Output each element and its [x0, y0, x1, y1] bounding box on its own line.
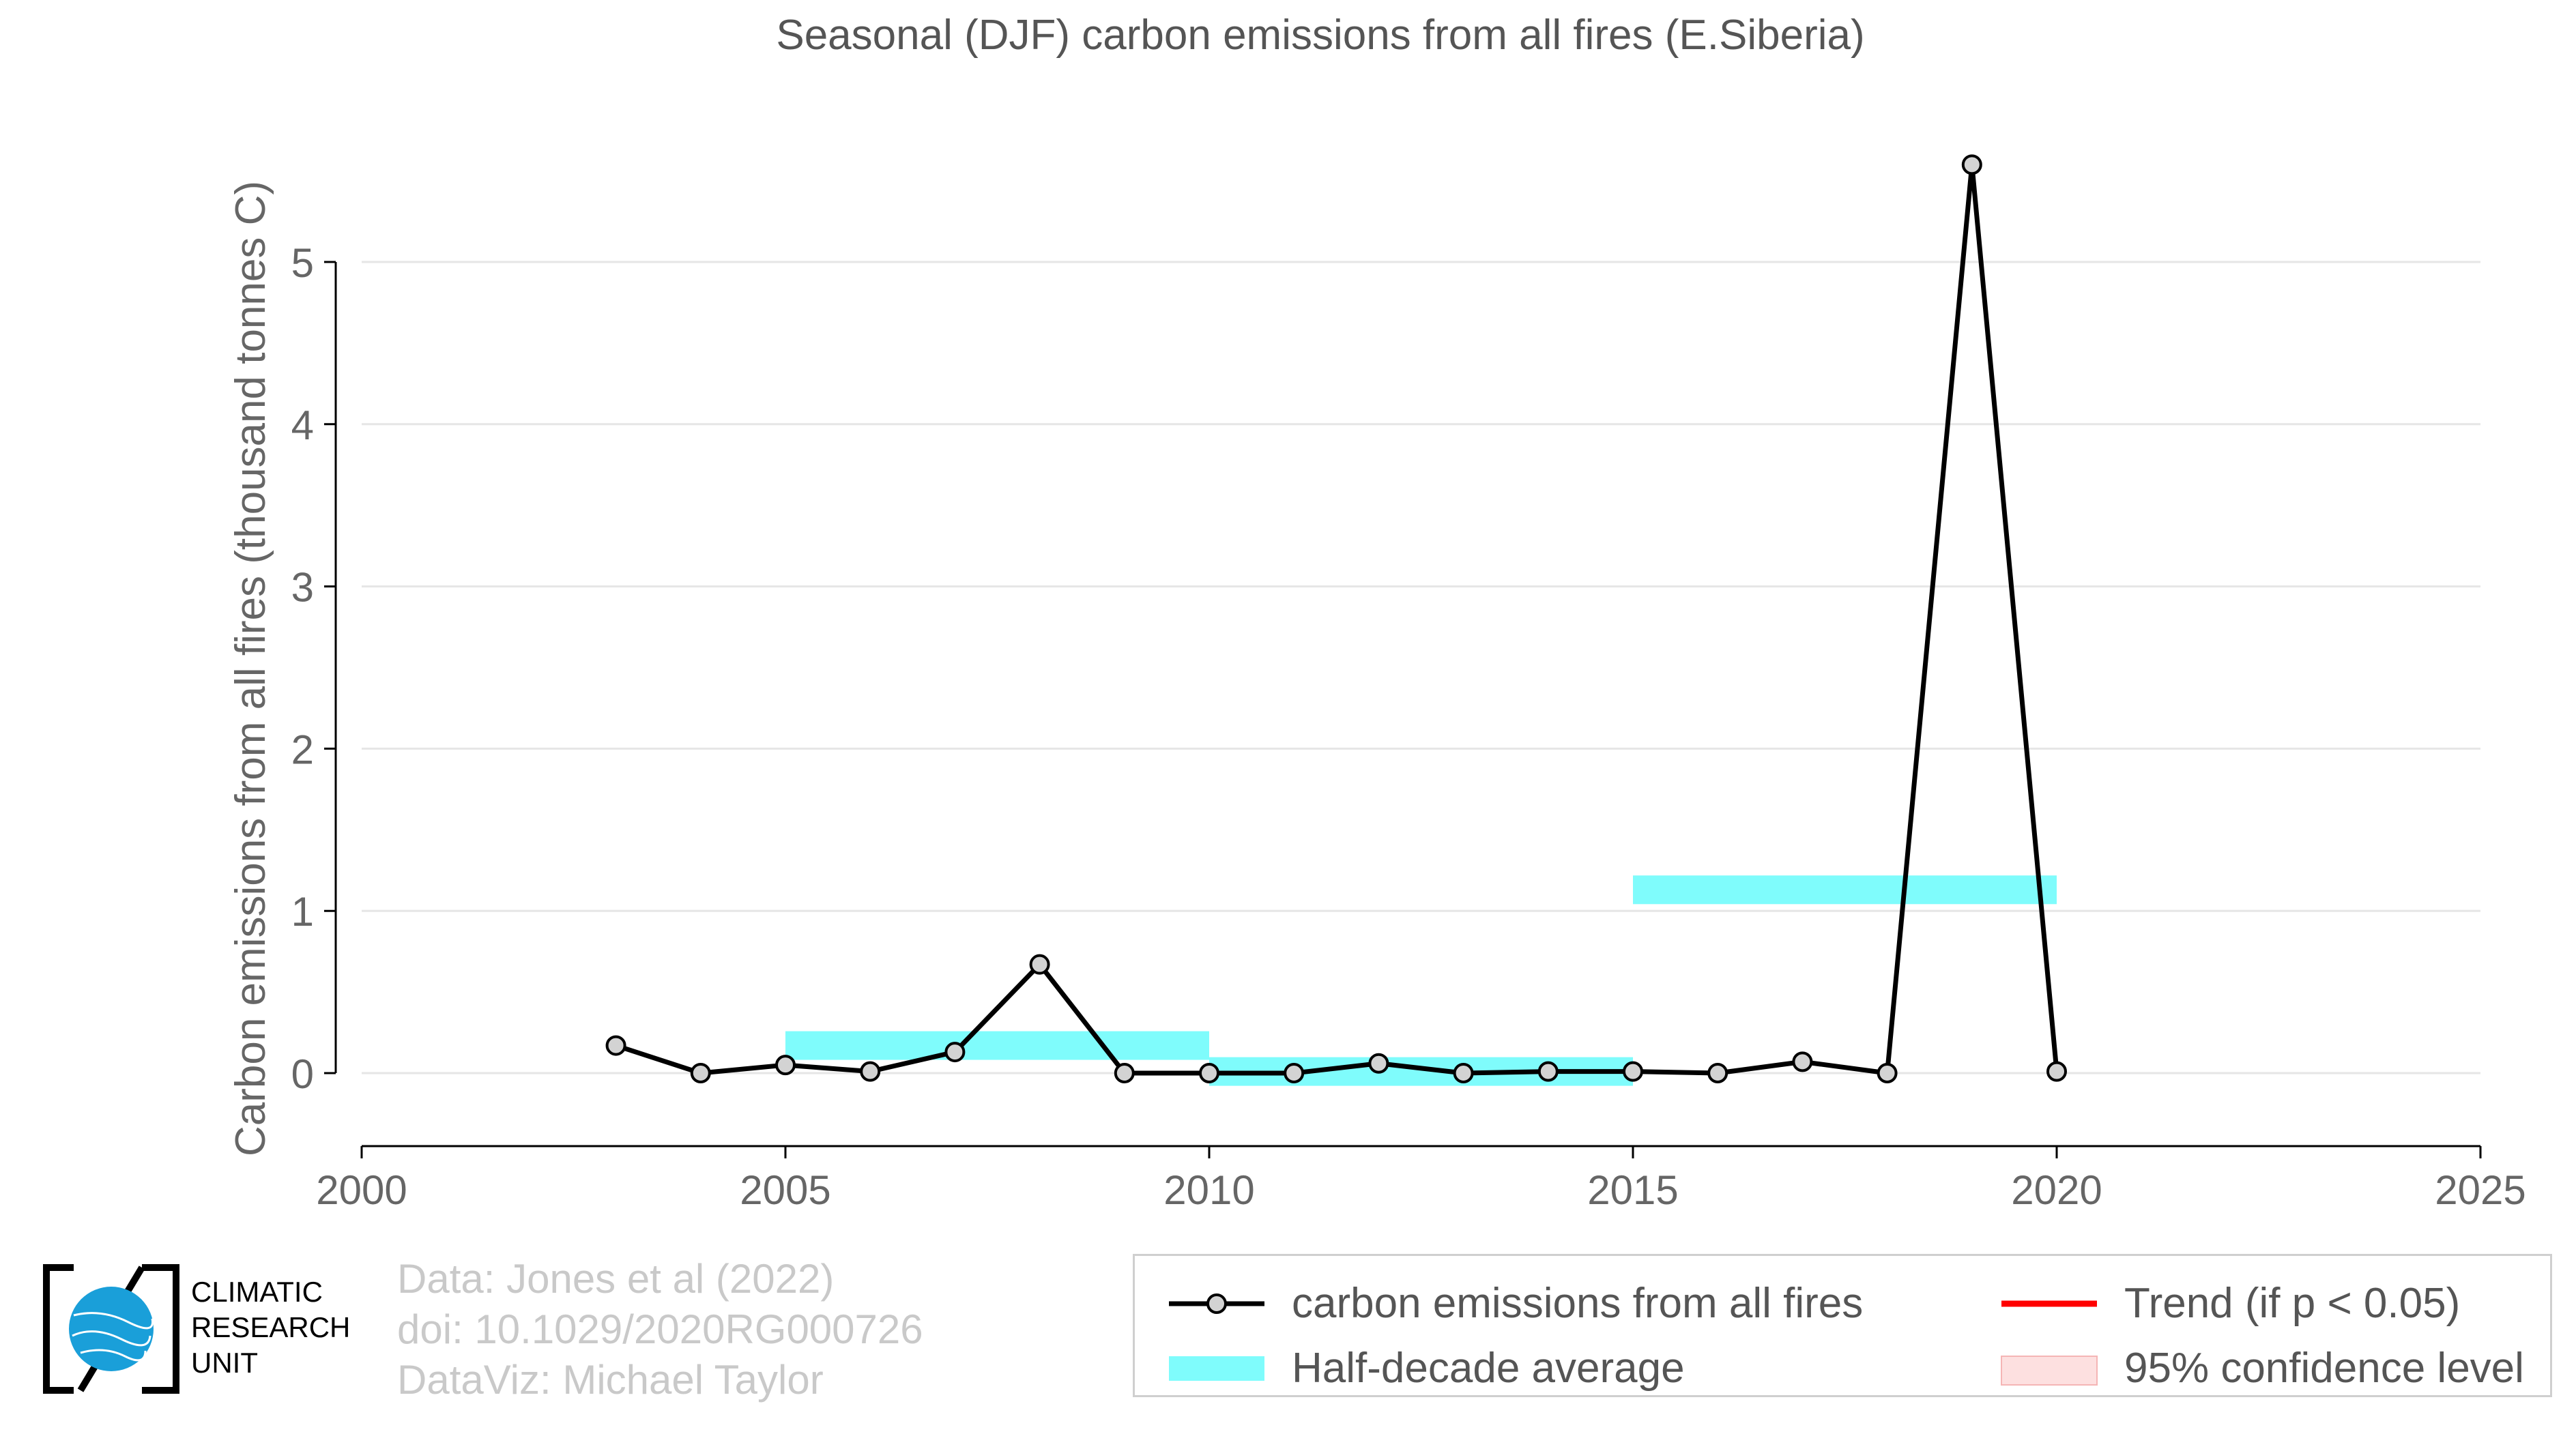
legend-label-trend: Trend (if p < 0.05)	[2124, 1280, 2461, 1327]
data-point	[690, 1062, 711, 1083]
data-point	[1199, 1062, 1219, 1083]
credit-data: Data: Jones et al (2022)	[397, 1256, 835, 1302]
y-tick-label: 1	[291, 889, 314, 935]
axes: 0 1 2 3 4 5 2000 2005 2010 2015 2020 2025	[291, 240, 2526, 1213]
series-group	[605, 154, 2067, 1083]
data-point	[860, 1061, 881, 1082]
data-point	[605, 1035, 626, 1056]
half-decade-bar	[1633, 875, 2057, 905]
chart-title: Seasonal (DJF) carbon emissions from all…	[776, 12, 1864, 59]
half-decade-bars	[785, 875, 2057, 1086]
y-tick-label: 3	[291, 565, 314, 611]
legend-label-emissions: carbon emissions from all fires	[1292, 1280, 1864, 1327]
legend-label-half-decade: Half-decade average	[1292, 1345, 1685, 1392]
legend-band-icon	[1169, 1356, 1264, 1381]
x-tick-label: 2025	[2435, 1167, 2526, 1213]
x-tick-label: 2000	[316, 1167, 407, 1213]
cru-logo-text: CLIMATIC RESEARCH UNIT	[191, 1274, 350, 1381]
y-axis-label: Carbon emissions from all fires (thousan…	[227, 181, 274, 1156]
cru-logo	[40, 1261, 190, 1397]
y-tick-label: 0	[291, 1051, 314, 1097]
data-point	[775, 1055, 796, 1076]
logo-line-2: RESEARCH	[191, 1311, 351, 1343]
data-point	[1707, 1062, 1728, 1083]
legend-label-confidence: 95% confidence level	[2124, 1345, 2524, 1392]
data-point	[1029, 954, 1050, 975]
data-point	[1453, 1062, 1474, 1083]
legend: carbon emissions from all fires Half-dec…	[1133, 1254, 2552, 1397]
data-point	[1961, 154, 1982, 175]
data-point	[1877, 1062, 1898, 1083]
logo-line-3: UNIT	[191, 1347, 258, 1379]
credits: Data: Jones et al (2022) doi: 10.1029/20…	[397, 1254, 923, 1405]
y-tick-label: 2	[291, 727, 314, 772]
credit-doi: doi: 10.1029/2020RG000726	[397, 1306, 923, 1352]
x-tick-label: 2020	[2011, 1167, 2102, 1213]
data-point	[1792, 1051, 1813, 1072]
data-point	[1114, 1062, 1135, 1083]
x-tick-label: 2015	[1587, 1167, 1678, 1213]
legend-trend-line-icon	[2001, 1300, 2097, 1307]
data-point	[2046, 1061, 2067, 1082]
data-point	[1537, 1061, 1559, 1082]
gridlines	[362, 261, 2480, 1074]
logo-line-1: CLIMATIC	[191, 1276, 323, 1308]
credit-dataviz: DataViz: Michael Taylor	[397, 1357, 824, 1403]
legend-line-marker-icon	[1169, 1293, 1264, 1314]
y-tick-label: 4	[291, 403, 314, 448]
half-decade-bar	[785, 1031, 1209, 1060]
y-tick-label: 5	[291, 240, 314, 286]
data-point	[1623, 1061, 1643, 1082]
data-point	[1368, 1053, 1389, 1074]
x-tick-label: 2010	[1163, 1167, 1254, 1213]
data-point	[944, 1042, 966, 1063]
data-point	[1284, 1062, 1305, 1083]
series-line-emissions	[615, 162, 2059, 1076]
legend-confidence-band-icon	[2001, 1356, 2098, 1386]
x-tick-label: 2005	[740, 1167, 830, 1213]
